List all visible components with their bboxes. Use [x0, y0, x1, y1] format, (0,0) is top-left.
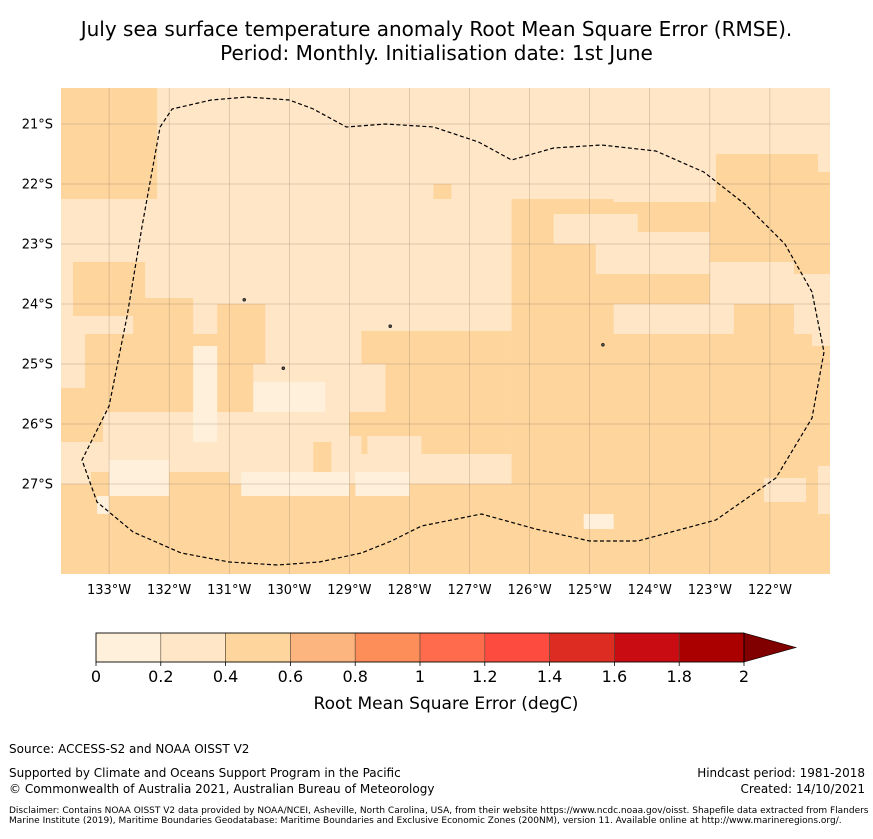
map-axes: 133°W 132°W 131°W 130°W 129°W 128°W 127°W 126°W…: [22, 118, 792, 599]
rmse-cell-0.2-0.4: [817, 466, 830, 514]
supported-text: Supported by Climate and Oceans Support …: [9, 766, 401, 780]
eez-boundary: [81, 96, 825, 566]
rmse-cell-0.4-0.6: [571, 199, 614, 214]
lon-tick-label: 132°W: [147, 583, 191, 598]
lon-tick-label: 127°W: [447, 583, 491, 598]
colorbar-label: Root Mean Square Error (degC): [314, 694, 579, 714]
lon-tick-label: 133°W: [87, 583, 131, 598]
colorbar-swatch: [419, 632, 486, 663]
rmse-cell-0.4-0.6: [61, 412, 104, 442]
rmse-cell-0.4-0.6: [511, 199, 572, 208]
rmse-cell-0.4-0.6: [85, 88, 110, 106]
lon-tick-label: 129°W: [327, 583, 371, 598]
lon-tick-label: 124°W: [628, 583, 672, 598]
map-title-line-2: Period: Monthly. Initialisation date: 1s…: [220, 41, 653, 65]
rmse-cell-0.2-0.4: [793, 304, 830, 334]
map-title-line-1: July sea surface temperature anomaly Roo…: [80, 17, 793, 41]
disclaimer-text: Disclaimer: Contains NOAA OISST V2 data …: [9, 806, 869, 826]
colorbar-tick-label: 0: [91, 667, 101, 686]
created-date-text: Created: 14/10/2021: [740, 782, 865, 796]
lon-tick-label: 122°W: [748, 583, 792, 598]
rmse-cell-0.4-0.6: [433, 184, 452, 199]
colorbar-tick-label: 1.6: [602, 667, 627, 686]
rmse-cell-0-0.2: [193, 346, 218, 442]
lat-tick-label: 22°S: [22, 178, 53, 193]
lon-tick-label: 131°W: [207, 583, 251, 598]
colorbar-tick-label: 0.4: [213, 667, 238, 686]
lat-tick-label: 26°S: [22, 418, 53, 433]
map-area: [61, 88, 830, 574]
rmse-cell-0.4-0.6: [817, 172, 830, 280]
colorbar-swatch: [614, 632, 680, 663]
rmse-cell-0.4-0.6: [133, 298, 194, 334]
colorbar-swatch: [484, 632, 550, 663]
source-text: Source: ACCESS-S2 and NOAA OISST V2: [9, 742, 250, 756]
colorbar-swatch: [225, 632, 291, 663]
lon-tick-label: 130°W: [267, 583, 311, 598]
colorbar-tick-label: 1.4: [537, 667, 562, 686]
colorbar: 0 0.2 0.4 0.6 0.8 1 1.2 1.4 1.6 1.8 2: [91, 632, 798, 686]
rmse-cell-0.4-0.6: [217, 304, 266, 364]
colorbar-swatch: [95, 632, 162, 663]
rmse-cell-0.2-0.4: [367, 436, 422, 460]
copyright-text: © Commonwealth of Australia 2021, Austra…: [9, 782, 435, 796]
rmse-cell-0-0.2: [109, 460, 170, 496]
lat-tick-label: 24°S: [22, 298, 53, 313]
rmse-cell-0.2-0.4: [397, 460, 428, 472]
rmse-cell-0.2-0.4: [613, 304, 734, 334]
island-marker: [388, 324, 392, 328]
lat-tick-label: 23°S: [22, 238, 53, 253]
colorbar-tick-label: 1: [415, 667, 425, 686]
rmse-cell-0.2-0.4: [319, 364, 386, 412]
rmse-cell-0.2-0.4: [769, 274, 830, 304]
colorbar-swatch: [549, 632, 615, 663]
colorbar-tick-label: 2: [739, 667, 749, 686]
rmse-cell-0.4-0.6: [61, 484, 830, 574]
lat-tick-label: 21°S: [22, 118, 53, 133]
colorbar-tick-label: 0.6: [278, 667, 303, 686]
lat-tick-label: 25°S: [22, 358, 53, 373]
colorbar-tick-label: 0.2: [148, 667, 173, 686]
colorbar-tick-label: 0.8: [342, 667, 367, 686]
colorbar-swatch: [354, 632, 421, 663]
lon-tick-label: 128°W: [387, 583, 431, 598]
colorbar-swatch: [290, 632, 356, 663]
colorbar-swatch: [678, 632, 745, 663]
rmse-cell-0.2-0.4: [61, 334, 86, 388]
rmse-cell-0.4-0.6: [121, 88, 146, 100]
rmse-map: 133°W 132°W 131°W 130°W 129°W 128°W 127°W 126°W…: [22, 88, 830, 714]
island-marker: [242, 298, 246, 302]
colorbar-extend-arrow: [743, 632, 798, 663]
colorbar-tick-label: 1.2: [472, 667, 497, 686]
rmse-cell-0.2-0.4: [109, 418, 170, 442]
lon-tick-label: 125°W: [568, 583, 612, 598]
rmse-cell-0.2-0.4: [595, 232, 710, 274]
colorbar-swatch: [160, 632, 226, 663]
island-marker: [601, 343, 605, 347]
island-marker: [281, 366, 285, 370]
hindcast-period-text: Hindcast period: 1981-2018: [697, 766, 865, 780]
lat-tick-label: 27°S: [22, 478, 53, 493]
lon-tick-label: 126°W: [508, 583, 552, 598]
lon-tick-label: 123°W: [688, 583, 732, 598]
rmse-cell-0-0.2: [583, 514, 614, 529]
colorbar-tick-label: 1.8: [666, 667, 691, 686]
